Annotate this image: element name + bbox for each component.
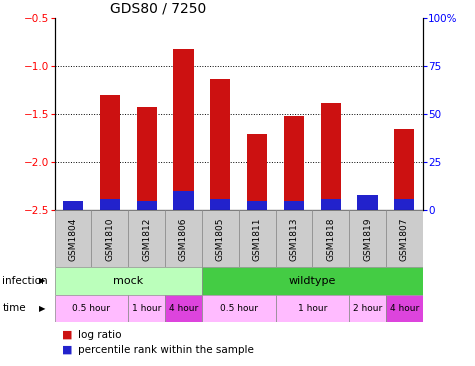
Bar bbox=[165, 295, 202, 322]
Text: mock: mock bbox=[113, 276, 143, 286]
Bar bbox=[202, 267, 423, 295]
Bar bbox=[284, 116, 304, 210]
Bar bbox=[247, 201, 267, 210]
Bar bbox=[202, 295, 276, 322]
Text: 1 hour: 1 hour bbox=[298, 304, 327, 313]
Bar bbox=[63, 206, 83, 210]
Bar bbox=[165, 210, 202, 267]
Bar bbox=[173, 49, 194, 210]
Text: GSM1807: GSM1807 bbox=[400, 217, 409, 261]
Bar bbox=[55, 267, 202, 295]
Text: ■: ■ bbox=[62, 344, 72, 355]
Bar bbox=[357, 196, 378, 210]
Bar bbox=[394, 199, 415, 210]
Text: GSM1810: GSM1810 bbox=[105, 217, 114, 261]
Bar bbox=[202, 210, 238, 267]
Bar bbox=[128, 295, 165, 322]
Bar bbox=[313, 210, 349, 267]
Text: infection: infection bbox=[2, 276, 48, 286]
Text: log ratio: log ratio bbox=[78, 330, 122, 340]
Text: ▶: ▶ bbox=[38, 276, 45, 285]
Text: 0.5 hour: 0.5 hour bbox=[219, 304, 257, 313]
Text: percentile rank within the sample: percentile rank within the sample bbox=[78, 344, 254, 355]
Text: 1 hour: 1 hour bbox=[132, 304, 162, 313]
Bar bbox=[276, 210, 313, 267]
Text: 2 hour: 2 hour bbox=[353, 304, 382, 313]
Bar bbox=[63, 201, 83, 210]
Text: GSM1819: GSM1819 bbox=[363, 217, 372, 261]
Bar bbox=[136, 107, 157, 210]
Text: ▶: ▶ bbox=[38, 304, 45, 313]
Text: GDS80 / 7250: GDS80 / 7250 bbox=[110, 2, 206, 16]
Text: GSM1806: GSM1806 bbox=[179, 217, 188, 261]
Bar bbox=[210, 79, 230, 210]
Bar bbox=[100, 199, 120, 210]
Text: 4 hour: 4 hour bbox=[390, 304, 419, 313]
Bar bbox=[173, 191, 194, 210]
Bar bbox=[128, 210, 165, 267]
Text: GSM1804: GSM1804 bbox=[68, 217, 77, 261]
Bar bbox=[238, 210, 276, 267]
Bar bbox=[349, 210, 386, 267]
Bar bbox=[386, 295, 423, 322]
Bar bbox=[210, 199, 230, 210]
Text: 0.5 hour: 0.5 hour bbox=[72, 304, 110, 313]
Bar bbox=[321, 103, 341, 210]
Text: GSM1811: GSM1811 bbox=[253, 217, 262, 261]
Bar bbox=[136, 201, 157, 210]
Text: GSM1813: GSM1813 bbox=[289, 217, 298, 261]
Text: 4 hour: 4 hour bbox=[169, 304, 198, 313]
Bar bbox=[284, 201, 304, 210]
Bar bbox=[321, 199, 341, 210]
Text: GSM1805: GSM1805 bbox=[216, 217, 225, 261]
Text: ■: ■ bbox=[62, 330, 72, 340]
Text: GSM1818: GSM1818 bbox=[326, 217, 335, 261]
Bar bbox=[276, 295, 349, 322]
Text: wildtype: wildtype bbox=[289, 276, 336, 286]
Bar bbox=[386, 210, 423, 267]
Bar bbox=[55, 210, 91, 267]
Bar bbox=[55, 295, 128, 322]
Text: GSM1812: GSM1812 bbox=[142, 217, 151, 261]
Bar bbox=[91, 210, 128, 267]
Text: time: time bbox=[2, 303, 26, 313]
Bar bbox=[394, 129, 415, 210]
Bar bbox=[349, 295, 386, 322]
Bar bbox=[357, 195, 378, 210]
Bar bbox=[247, 134, 267, 210]
Bar bbox=[100, 95, 120, 210]
